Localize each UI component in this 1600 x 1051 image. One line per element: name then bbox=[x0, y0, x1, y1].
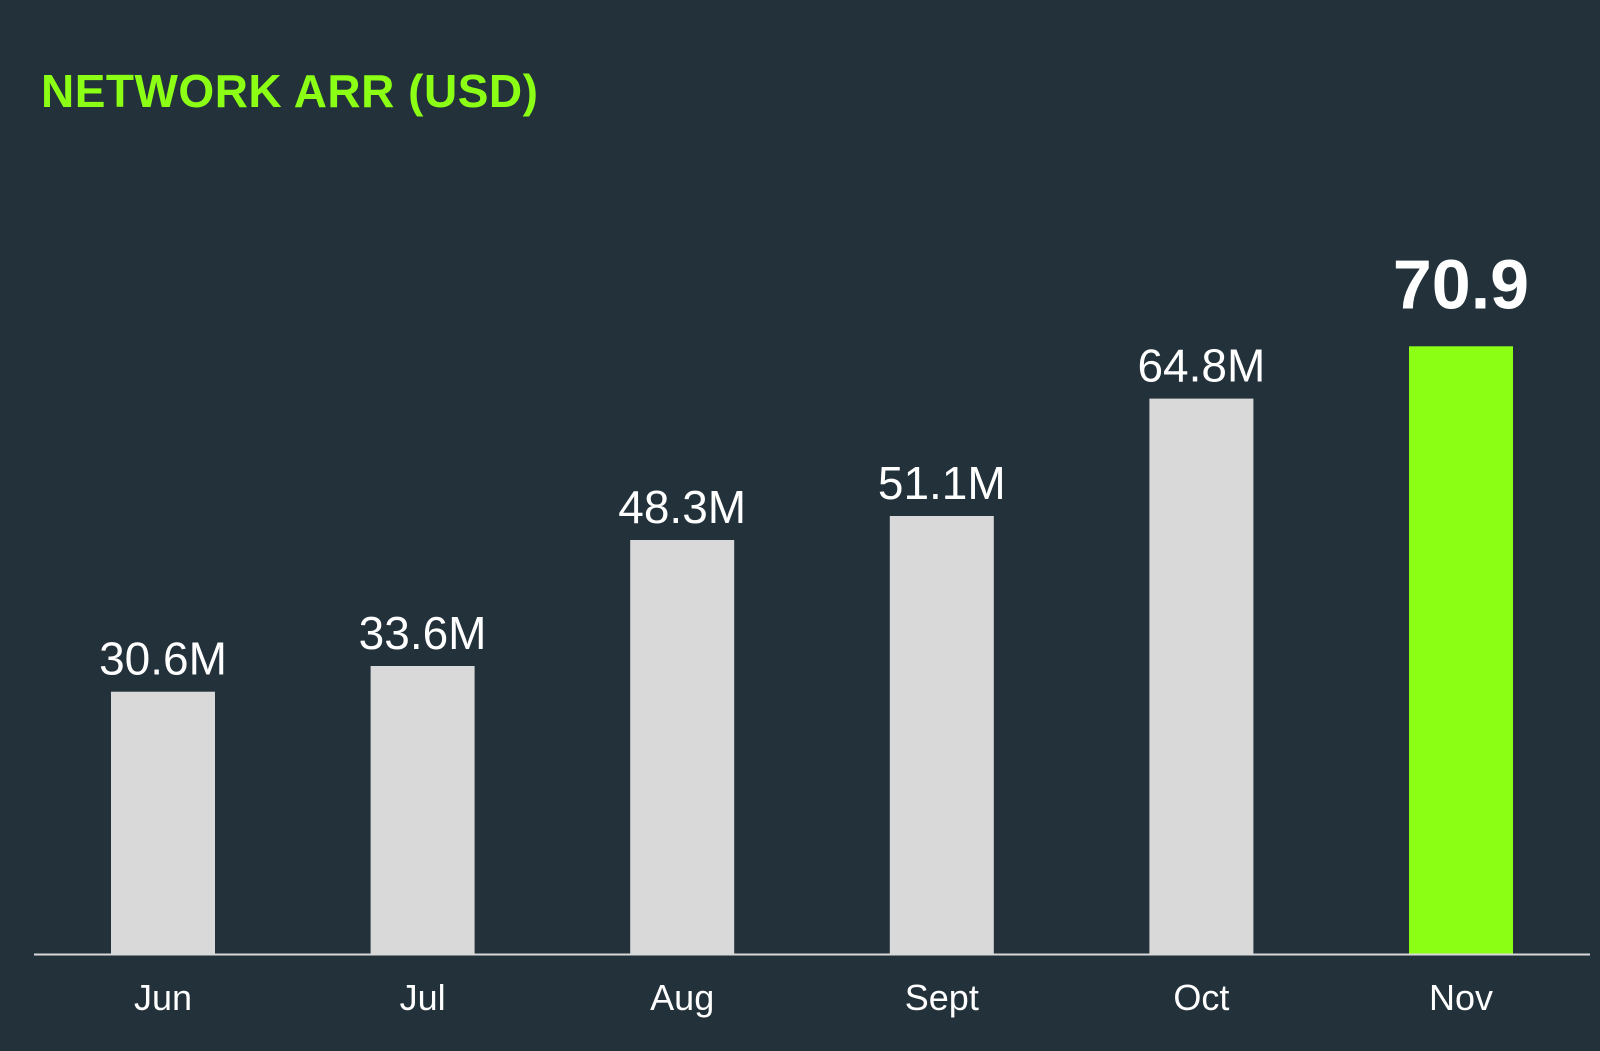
value-label-sept: 51.1M bbox=[878, 457, 1006, 509]
category-label-sept: Sept bbox=[905, 977, 979, 1018]
category-labels-group: Jun Jul Aug Sept Oct Nov bbox=[134, 977, 1493, 1018]
value-label-nov: 70.9 bbox=[1393, 245, 1529, 323]
chart-title: NETWORK ARR (USD) bbox=[41, 65, 539, 117]
value-label-jun: 30.6M bbox=[99, 633, 227, 685]
value-label-oct: 64.8M bbox=[1137, 340, 1265, 392]
value-label-jul: 33.6M bbox=[359, 607, 487, 659]
value-label-aug: 48.3M bbox=[618, 481, 746, 533]
category-label-nov: Nov bbox=[1429, 977, 1493, 1018]
bar-nov bbox=[1409, 346, 1513, 954]
category-label-aug: Aug bbox=[650, 977, 714, 1018]
value-labels-group: 30.6M 33.6M 48.3M 51.1M 64.8M 70.9 bbox=[99, 245, 1529, 684]
category-label-oct: Oct bbox=[1173, 977, 1229, 1018]
bar-sept bbox=[889, 516, 994, 954]
category-label-jul: Jul bbox=[400, 977, 446, 1018]
bar-jun bbox=[111, 691, 215, 954]
bars-group bbox=[111, 346, 1513, 955]
bar-oct bbox=[1149, 398, 1254, 955]
category-label-jun: Jun bbox=[134, 977, 192, 1018]
bar-jul bbox=[370, 666, 475, 954]
bar-aug bbox=[630, 540, 735, 954]
